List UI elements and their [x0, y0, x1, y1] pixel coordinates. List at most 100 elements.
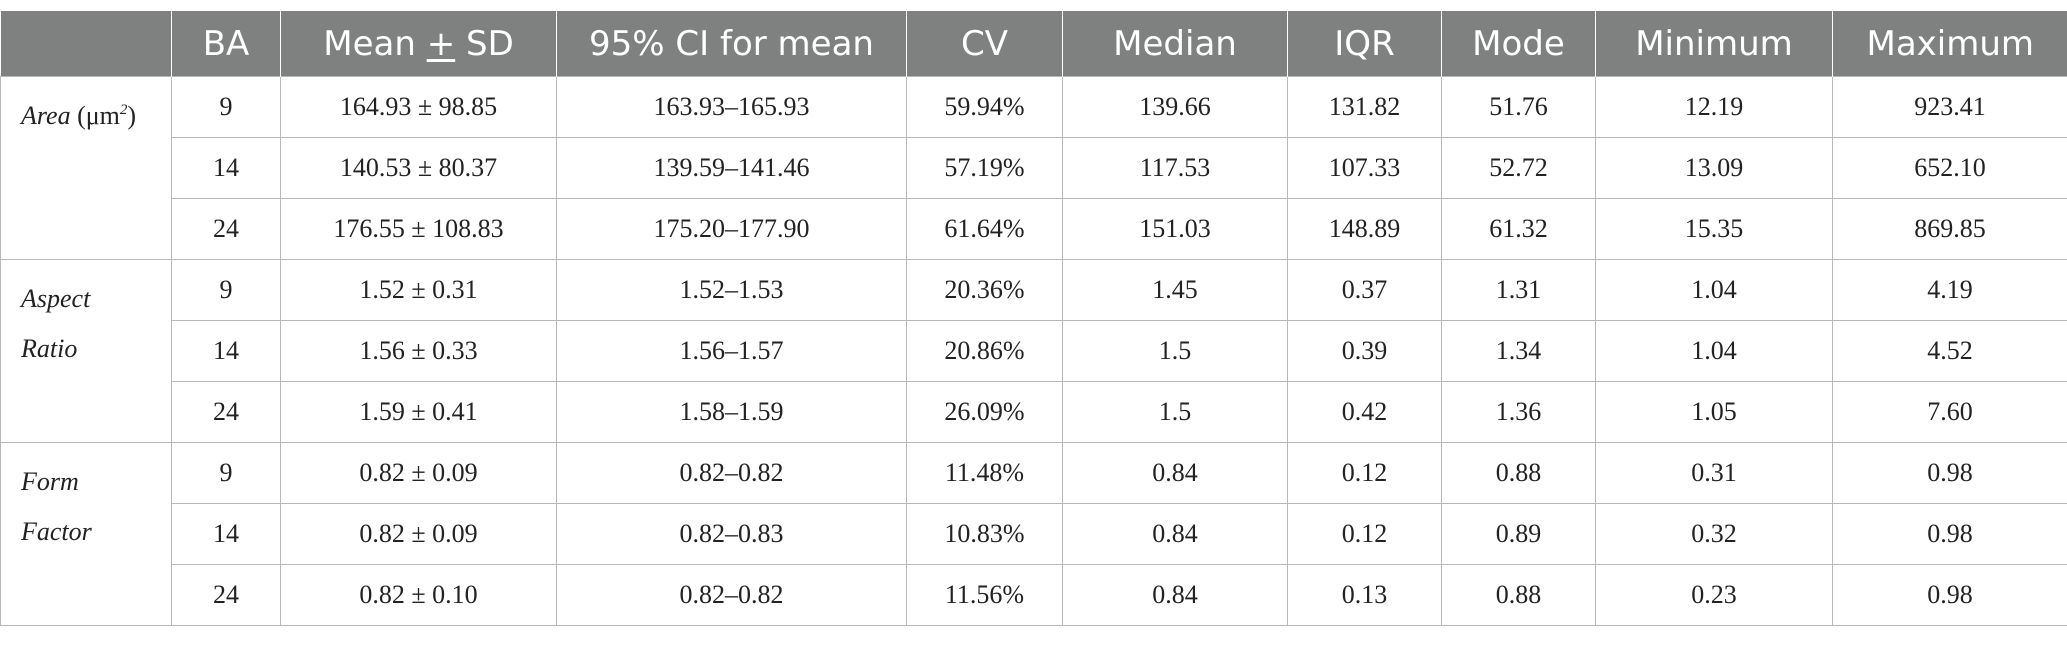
- cell-cv: 26.09%: [906, 381, 1063, 443]
- table-header: BA Mean + SD 95% CI for mean CV Median I…: [0, 11, 2067, 77]
- cell-mean-sd: 0.82 ± 0.10: [280, 564, 557, 626]
- table-row: Aspect Ratio 9 1.52 ± 0.31 1.52–1.53 20.3…: [0, 259, 2067, 443]
- cell-iqr: 107.33: [1287, 137, 1442, 199]
- cell-median: 0.84: [1062, 442, 1288, 504]
- cell-mode: 51.76: [1441, 76, 1596, 138]
- param-area-unit-sup: 2: [119, 102, 128, 118]
- cell-median: 139.66: [1062, 76, 1288, 138]
- cell-mode: 1.31: [1441, 259, 1596, 321]
- cell-median: 151.03: [1062, 198, 1288, 260]
- cell-iqr: 148.89: [1287, 198, 1442, 260]
- cell-ba: 9: [171, 259, 281, 321]
- cell-ci: 1.52–1.53: [556, 259, 907, 321]
- header-ci: 95% CI for mean: [556, 11, 907, 77]
- cell-mode: 0.88: [1441, 564, 1596, 626]
- cell-maximum: 4.19: [1832, 259, 2067, 321]
- cell-ba: 14: [171, 503, 281, 565]
- cell-maximum: 869.85: [1832, 198, 2067, 260]
- table-row: 24 1.59 ± 0.41 1.58–1.59 26.09% 1.5 0.42…: [1, 381, 2067, 443]
- cell-iqr: 131.82: [1287, 76, 1442, 138]
- cell-ci: 0.82–0.82: [556, 442, 907, 504]
- param-form-factor: Form Factor: [0, 442, 172, 626]
- cell-minimum: 0.31: [1595, 442, 1833, 504]
- cell-mode: 1.36: [1441, 381, 1596, 443]
- cell-iqr: 0.42: [1287, 381, 1442, 443]
- header-iqr: IQR: [1287, 11, 1442, 77]
- header-minimum: Minimum: [1595, 11, 1833, 77]
- cell-cv: 11.56%: [906, 564, 1063, 626]
- statistics-table: BA Mean + SD 95% CI for mean CV Median I…: [0, 11, 2067, 626]
- cell-minimum: 0.32: [1595, 503, 1833, 565]
- cell-mode: 0.89: [1441, 503, 1596, 565]
- cell-ba: 14: [171, 320, 281, 382]
- cell-ci: 163.93–165.93: [556, 76, 907, 138]
- cell-iqr: 0.12: [1287, 442, 1442, 504]
- cell-mean-sd: 1.52 ± 0.31: [280, 259, 557, 321]
- param-area-unit-close: ): [127, 101, 137, 130]
- cell-median: 117.53: [1062, 137, 1288, 199]
- cell-ba: 9: [171, 442, 281, 504]
- param-area: Area (μm2): [0, 76, 172, 260]
- cell-cv: 59.94%: [906, 76, 1063, 138]
- cell-median: 1.45: [1062, 259, 1288, 321]
- param-aspect-ratio-line1: Aspect: [21, 284, 91, 313]
- table-row: 14 1.56 ± 0.33 1.56–1.57 20.86% 1.5 0.39…: [1, 320, 2067, 382]
- cell-median: 0.84: [1062, 564, 1288, 626]
- cell-maximum: 0.98: [1832, 442, 2067, 504]
- header-mean-sd-text: Mean: [323, 23, 427, 64]
- cell-mean-sd: 140.53 ± 80.37: [280, 137, 557, 199]
- cell-median: 1.5: [1062, 320, 1288, 382]
- cell-cv: 20.86%: [906, 320, 1063, 382]
- cell-mode: 61.32: [1441, 198, 1596, 260]
- cell-mode: 0.88: [1441, 442, 1596, 504]
- param-aspect-ratio-line2: Ratio: [21, 334, 78, 363]
- cell-iqr: 0.13: [1287, 564, 1442, 626]
- cell-ba: 14: [171, 137, 281, 199]
- cell-mean-sd: 1.56 ± 0.33: [280, 320, 557, 382]
- table-body: Area (μm2) 9 164.93 ± 98.85 163.93–165.9…: [0, 76, 2067, 626]
- cell-cv: 11.48%: [906, 442, 1063, 504]
- cell-minimum: 12.19: [1595, 76, 1833, 138]
- table-row: 24 176.55 ± 108.83 175.20–177.90 61.64% …: [1, 198, 2067, 260]
- header-sd-text: SD: [455, 23, 514, 64]
- cell-ba: 24: [171, 564, 281, 626]
- cell-mean-sd: 164.93 ± 98.85: [280, 76, 557, 138]
- table-row: Form Factor 9 0.82 ± 0.09 0.82–0.82 11.48…: [0, 442, 2067, 626]
- cell-median: 0.84: [1062, 503, 1288, 565]
- cell-ba: 9: [171, 76, 281, 138]
- cell-ci: 0.82–0.82: [556, 564, 907, 626]
- cell-ci: 175.20–177.90: [556, 198, 907, 260]
- cell-ci: 1.56–1.57: [556, 320, 907, 382]
- table-row: 14 0.82 ± 0.09 0.82–0.83 10.83% 0.84 0.1…: [1, 503, 2067, 565]
- cell-ci: 1.58–1.59: [556, 381, 907, 443]
- header-mode: Mode: [1441, 11, 1596, 77]
- header-median: Median: [1062, 11, 1288, 77]
- param-aspect-ratio: Aspect Ratio: [0, 259, 172, 443]
- cell-minimum: 1.04: [1595, 259, 1833, 321]
- cell-iqr: 0.37: [1287, 259, 1442, 321]
- cell-cv: 20.36%: [906, 259, 1063, 321]
- cell-minimum: 0.23: [1595, 564, 1833, 626]
- cell-mean-sd: 0.82 ± 0.09: [280, 503, 557, 565]
- cell-mode: 1.34: [1441, 320, 1596, 382]
- cell-mean-sd: 0.82 ± 0.09: [280, 442, 557, 504]
- header-ba: BA: [171, 11, 281, 77]
- header-mean-sd: Mean + SD: [280, 11, 557, 77]
- table-row: 14 140.53 ± 80.37 139.59–141.46 57.19% 1…: [1, 137, 2067, 199]
- cell-iqr: 0.12: [1287, 503, 1442, 565]
- cell-maximum: 4.52: [1832, 320, 2067, 382]
- cell-maximum: 652.10: [1832, 137, 2067, 199]
- cell-maximum: 7.60: [1832, 381, 2067, 443]
- cell-minimum: 13.09: [1595, 137, 1833, 199]
- table-row: Area (μm2) 9 164.93 ± 98.85 163.93–165.9…: [0, 76, 2067, 260]
- cell-minimum: 1.05: [1595, 381, 1833, 443]
- cell-mean-sd: 1.59 ± 0.41: [280, 381, 557, 443]
- table-row: 24 0.82 ± 0.10 0.82–0.82 11.56% 0.84 0.1…: [1, 564, 2067, 626]
- cell-ci: 139.59–141.46: [556, 137, 907, 199]
- cell-mean-sd: 176.55 ± 108.83: [280, 198, 557, 260]
- cell-minimum: 15.35: [1595, 198, 1833, 260]
- header-plus-minus: +: [426, 23, 456, 64]
- header-row: BA Mean + SD 95% CI for mean CV Median I…: [0, 11, 2067, 77]
- cell-cv: 10.83%: [906, 503, 1063, 565]
- cell-cv: 57.19%: [906, 137, 1063, 199]
